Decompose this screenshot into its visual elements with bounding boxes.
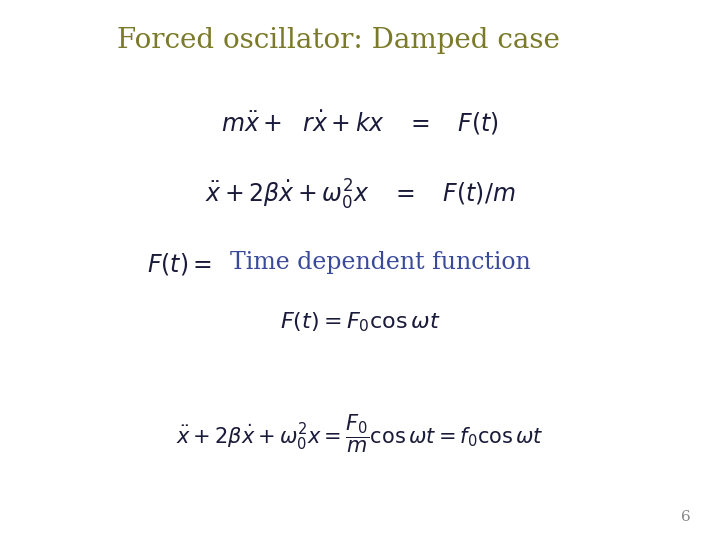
Text: $F(t) = F_0\cos\omega t$: $F(t) = F_0\cos\omega t$ bbox=[279, 310, 441, 334]
Text: $F(t) = $: $F(t) = $ bbox=[148, 251, 212, 277]
Text: $\ddot{x} + 2\beta\dot{x} + \omega_0^2 x = \dfrac{F_0}{m}\cos\omega t = f_0\cos\: $\ddot{x} + 2\beta\dot{x} + \omega_0^2 x… bbox=[176, 413, 544, 455]
Text: 6: 6 bbox=[681, 510, 691, 524]
Text: $\ddot{x} + 2\beta\dot{x} + \omega_0^2 x \quad = \quad F(t)/m$: $\ddot{x} + 2\beta\dot{x} + \omega_0^2 x… bbox=[204, 178, 516, 212]
Text: Forced oscillator: Damped case: Forced oscillator: Damped case bbox=[117, 27, 560, 54]
Text: $m\ddot{x} + \ \ r\dot{x} + kx \quad = \quad F(t)$: $m\ddot{x} + \ \ r\dot{x} + kx \quad = \… bbox=[221, 108, 499, 137]
Text: Time dependent function: Time dependent function bbox=[230, 251, 531, 274]
